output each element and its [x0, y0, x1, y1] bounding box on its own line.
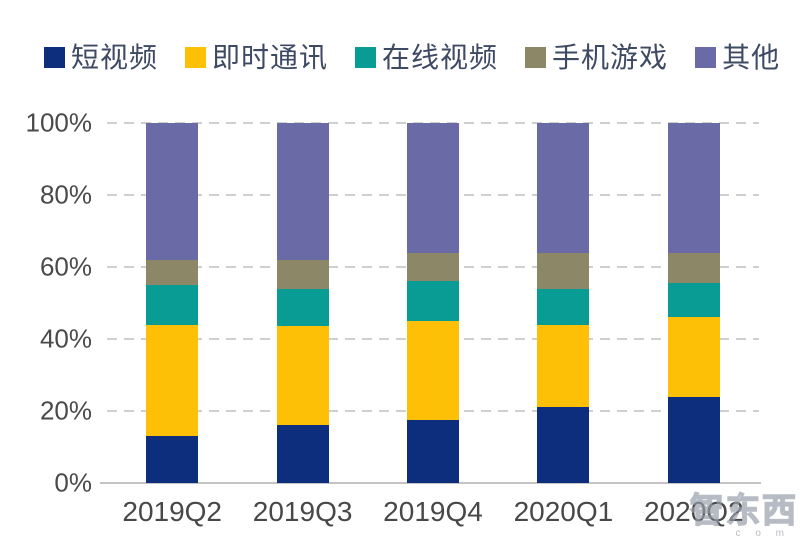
- y-tick-label: 0%: [54, 467, 92, 498]
- y-tick-label: 40%: [39, 323, 92, 354]
- bar-segment: [667, 283, 720, 318]
- legend-swatch: [695, 46, 717, 68]
- bar-segment: [537, 324, 590, 408]
- bar-segment: [537, 252, 590, 289]
- y-tick-label: 80%: [39, 179, 92, 210]
- bar-2020Q2: [667, 123, 720, 483]
- bar-segment: [667, 396, 720, 483]
- bar-2020Q1: [537, 123, 590, 483]
- bar-segment: [407, 420, 459, 483]
- legend-swatch: [44, 46, 65, 68]
- bar-segment: [146, 259, 199, 286]
- bar-segment: [146, 123, 199, 260]
- legend-item: 手机游戏: [525, 36, 668, 76]
- bar-segment: [537, 407, 590, 483]
- bar-segment: [407, 321, 459, 420]
- bar-segment: [537, 288, 590, 325]
- bar-2019Q3: [276, 123, 329, 483]
- bar-segment: [276, 425, 329, 483]
- x-tick-label: 2019Q3: [252, 496, 353, 527]
- bar-segment: [276, 326, 329, 426]
- legend-item: 在线视频: [355, 36, 498, 76]
- y-axis: 0% 20% 40% 60% 80% 100%: [0, 108, 93, 498]
- legend-label: 其他: [722, 41, 781, 74]
- bar-segment: [537, 123, 590, 253]
- legend-label: 在线视频: [382, 41, 499, 74]
- legend-item: 短视频: [44, 36, 158, 76]
- bar-segment: [276, 259, 329, 289]
- x-tick-label: 2020Q1: [513, 496, 614, 527]
- legend-swatch: [355, 46, 377, 68]
- bar-segment: [407, 123, 459, 253]
- legend-swatch: [185, 46, 207, 68]
- x-axis: 2019Q2 2019Q3 2019Q4 2020Q1 2020Q2: [107, 496, 759, 538]
- bar-2019Q4: [407, 123, 459, 483]
- bar-2019Q2: [146, 123, 199, 483]
- legend: 短视频 即时通讯 在线视频 手机游戏 其他: [44, 36, 780, 76]
- y-tick-label: 100%: [25, 107, 93, 138]
- legend-item: 其他: [695, 36, 780, 76]
- x-tick-label: 2019Q2: [122, 496, 223, 527]
- bar-segment: [407, 281, 459, 321]
- legend-swatch: [525, 46, 547, 68]
- x-tick-label: 2019Q4: [383, 496, 483, 527]
- bar-segment: [146, 285, 199, 325]
- bar-segment: [407, 252, 459, 282]
- bar-segment: [146, 436, 199, 483]
- y-tick-label: 20%: [39, 395, 92, 426]
- bar-segment: [276, 123, 329, 260]
- y-tick-label: 60%: [39, 251, 92, 282]
- bar-segment: [146, 324, 199, 437]
- plot-area: [100, 122, 761, 484]
- bar-segment: [276, 288, 329, 327]
- legend-label: 手机游戏: [552, 41, 669, 74]
- gridline: [107, 122, 759, 124]
- bar-segment: [667, 123, 720, 253]
- bar-segment: [667, 252, 720, 284]
- legend-label: 短视频: [71, 41, 159, 74]
- legend-label: 即时通讯: [212, 41, 329, 74]
- legend-item: 即时通讯: [185, 36, 328, 76]
- bar-segment: [667, 317, 720, 397]
- x-tick-label: 2020Q2: [643, 496, 744, 527]
- x-axis-line: [100, 482, 761, 484]
